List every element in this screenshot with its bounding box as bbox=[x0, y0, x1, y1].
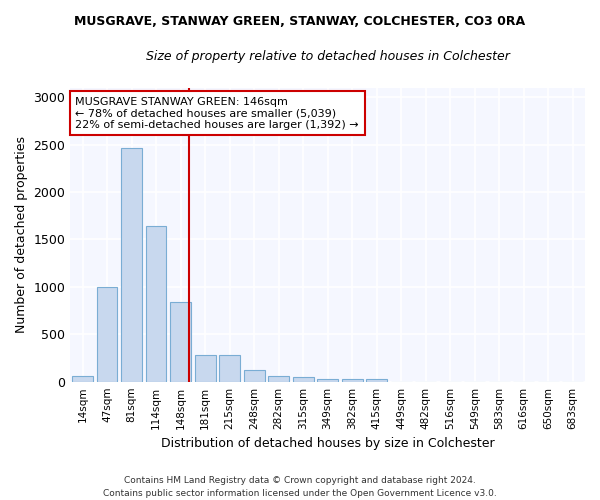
Bar bbox=[244, 370, 265, 382]
Bar bbox=[72, 376, 93, 382]
Y-axis label: Number of detached properties: Number of detached properties bbox=[15, 136, 28, 333]
Bar bbox=[146, 226, 166, 382]
Bar bbox=[121, 148, 142, 382]
Bar bbox=[317, 379, 338, 382]
Text: MUSGRAVE, STANWAY GREEN, STANWAY, COLCHESTER, CO3 0RA: MUSGRAVE, STANWAY GREEN, STANWAY, COLCHE… bbox=[74, 15, 526, 28]
Bar bbox=[194, 354, 215, 382]
Bar bbox=[342, 380, 362, 382]
Bar bbox=[293, 377, 314, 382]
Text: Contains HM Land Registry data © Crown copyright and database right 2024.
Contai: Contains HM Land Registry data © Crown c… bbox=[103, 476, 497, 498]
Bar bbox=[366, 379, 387, 382]
Title: Size of property relative to detached houses in Colchester: Size of property relative to detached ho… bbox=[146, 50, 509, 63]
Text: MUSGRAVE STANWAY GREEN: 146sqm
← 78% of detached houses are smaller (5,039)
22% : MUSGRAVE STANWAY GREEN: 146sqm ← 78% of … bbox=[76, 96, 359, 130]
Bar bbox=[268, 376, 289, 382]
Bar bbox=[219, 354, 240, 382]
Bar bbox=[170, 302, 191, 382]
X-axis label: Distribution of detached houses by size in Colchester: Distribution of detached houses by size … bbox=[161, 437, 494, 450]
Bar bbox=[97, 287, 118, 382]
